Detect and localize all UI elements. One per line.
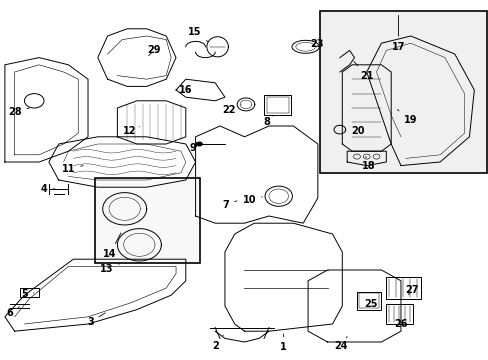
Text: 23: 23: [309, 39, 323, 49]
Text: 16: 16: [179, 85, 192, 95]
Text: 2: 2: [211, 335, 223, 351]
Text: 8: 8: [263, 116, 272, 127]
Text: 27: 27: [404, 285, 418, 295]
Text: 28: 28: [8, 107, 29, 117]
Text: 21: 21: [353, 62, 373, 81]
Bar: [320, 11, 486, 173]
Bar: [386, 304, 412, 324]
Text: 26: 26: [393, 319, 407, 329]
Text: 22: 22: [222, 104, 241, 115]
Text: 15: 15: [187, 27, 207, 42]
Text: 20: 20: [345, 126, 364, 136]
Bar: [356, 292, 381, 310]
Text: 7: 7: [222, 200, 237, 210]
Text: 13: 13: [100, 264, 120, 274]
Text: 12: 12: [122, 126, 139, 136]
Bar: [20, 288, 39, 297]
Bar: [264, 95, 290, 115]
Text: 17: 17: [391, 15, 405, 52]
Text: 24: 24: [334, 337, 347, 351]
Text: 4: 4: [41, 184, 55, 194]
Bar: [95, 178, 200, 263]
Bar: [359, 293, 378, 308]
Text: 10: 10: [242, 195, 262, 205]
Text: 29: 29: [147, 45, 161, 56]
Text: 25: 25: [363, 299, 377, 309]
Text: 19: 19: [397, 110, 417, 125]
Text: 5: 5: [21, 289, 34, 300]
Text: 3: 3: [87, 313, 105, 327]
Text: 18: 18: [362, 157, 375, 171]
Bar: [266, 97, 288, 113]
Text: 9: 9: [189, 143, 203, 153]
Bar: [386, 277, 420, 299]
Text: 1: 1: [280, 334, 286, 352]
Text: 11: 11: [61, 164, 83, 174]
Text: 14: 14: [103, 233, 121, 259]
Circle shape: [197, 142, 202, 146]
Text: 6: 6: [6, 307, 20, 318]
